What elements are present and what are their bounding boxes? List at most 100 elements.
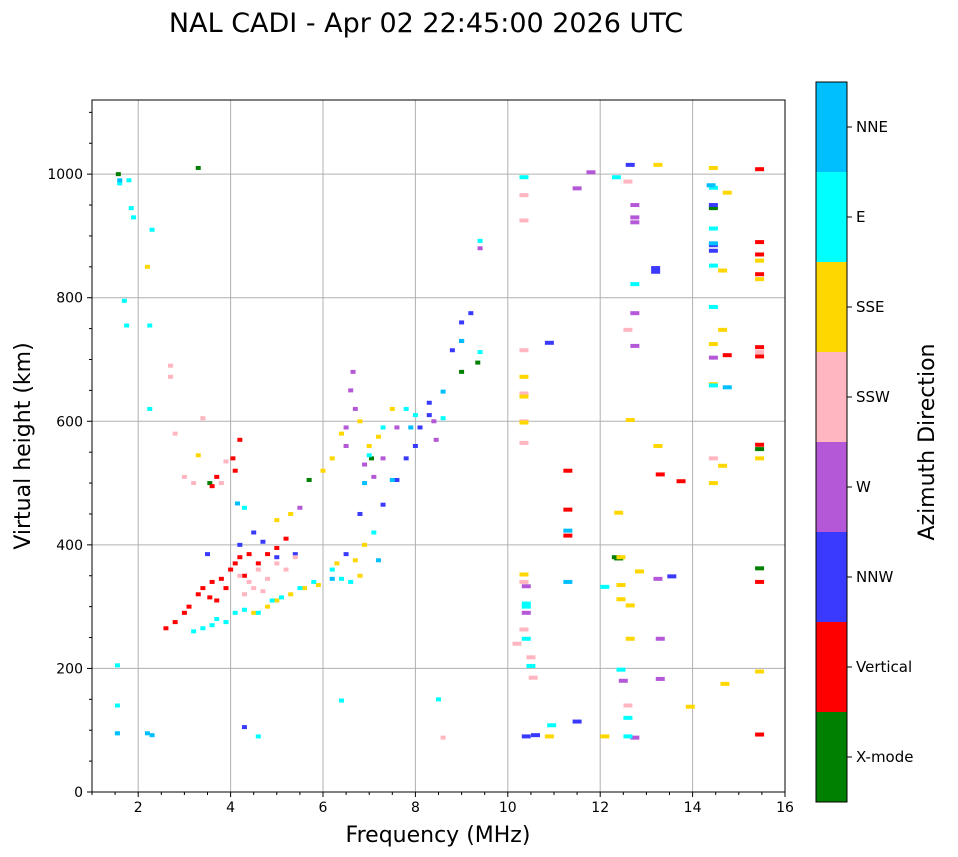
plot-background [92,100,785,792]
grid [92,100,785,792]
echo-point-nnw [241,725,247,730]
x-tick-label: 16 [776,800,794,816]
echo-point-ssw [519,218,529,223]
echo-point-sse [616,555,626,560]
echo-point-x-mode [459,369,465,374]
echo-point-nnw [237,542,243,547]
echo-point-nne [708,241,718,246]
echo-point-sse [352,558,358,563]
echo-point-e [708,226,718,231]
echo-point-w [618,678,628,683]
echo-point-e [436,697,441,702]
x-axis-ticks: 2 4 6 8 10 12 14 16 [91,792,794,816]
echo-point-sse [265,604,271,609]
echo-point-e [600,584,610,589]
echo-point-x-mode [195,165,201,170]
echo-point-sse [718,268,728,273]
echo-point-e [623,734,633,739]
echo-point-x-mode [207,481,213,486]
echo-point-sse [720,681,730,686]
echo-point-sse [320,468,326,473]
echo-point-e [241,505,247,510]
colorbar-segment-nne [816,82,847,172]
colorbar-label-nne: NNE [856,118,888,136]
echo-point-x-mode [369,456,375,461]
echo-point-nne [706,183,716,188]
echo-point-nnw [572,719,582,724]
echo-point-vertical [246,552,252,557]
echo-point-nne [329,576,335,581]
echo-point-e [630,282,640,287]
echo-point-e [255,610,261,615]
echo-point-nne [389,477,395,482]
echo-point-sse [357,573,363,578]
echo-point-w [521,584,531,589]
echo-point-vertical [207,595,213,600]
echo-point-e [147,323,153,328]
echo-point-nnw [357,511,363,516]
echo-point-x-mode [708,206,718,211]
colorbar-label-nnw: NNW [856,568,893,586]
echo-point-e [477,350,483,355]
colorbar-label-x-mode: X-mode [856,748,913,766]
echo-point-sse [389,406,395,411]
echo-point-w [630,220,640,225]
echo-point-e [214,617,220,621]
echo-point-e [297,586,303,591]
echo-point-sse [755,258,765,263]
echo-point-nnw [426,413,432,418]
echo-point-sse [625,636,635,641]
echo-point-vertical [172,620,178,625]
echo-point-x-mode [755,566,765,571]
echo-point-sse [519,394,529,399]
echo-point-nnw [417,425,423,430]
echo-point-e [232,610,238,615]
y-tick-label: 0 [74,785,83,801]
echo-point-e [311,579,317,584]
echo-point-e [114,663,120,668]
echo-point-w [708,355,718,360]
echo-point-nne [459,338,465,343]
echo-point-nne [408,425,414,430]
colorbar-segment-vertical [816,622,847,712]
echo-point-sse [614,510,624,515]
echo-point-vertical [722,353,732,358]
echo-point-ssw [519,193,529,198]
echo-point-sse [708,481,718,486]
colorbar-segment-ssw [816,352,847,442]
echo-point-ssw [528,675,538,680]
echo-point-nnw [380,502,386,507]
echo-point-e [124,323,130,328]
echo-point-ssw [526,655,536,660]
echo-point-nnw [531,733,541,738]
echo-point-vertical [237,437,243,442]
echo-point-nnw [251,530,257,535]
echo-point-ssw [623,179,633,184]
echo-point-sse [616,583,626,588]
echo-point-e [223,620,229,625]
y-tick-label: 600 [56,414,83,430]
echo-point-nnw [343,552,349,557]
echo-point-e [338,698,344,703]
echo-point-x-mode [115,172,121,177]
echo-point-nnw [403,456,409,461]
x-tick-label: 2 [134,800,143,816]
echo-point-w [572,186,582,191]
echo-point-ssw [241,592,247,597]
echo-point-nne [235,501,241,506]
echo-point-sse [718,463,728,468]
echo-point-sse [519,420,529,425]
echo-point-sse [274,518,280,523]
echo-point-e [255,734,261,739]
echo-point-sse [755,669,765,674]
echo-point-vertical [163,626,169,631]
echo-point-vertical [214,474,220,479]
echo-point-e [241,607,247,612]
echo-point-sse [708,165,718,170]
echo-point-e [329,567,335,572]
echo-point-e [526,663,536,668]
echo-point-e [611,175,621,180]
colorbar-label-e: E [856,208,865,226]
echo-point-nnw [521,734,531,739]
echo-point-sse [334,561,340,566]
